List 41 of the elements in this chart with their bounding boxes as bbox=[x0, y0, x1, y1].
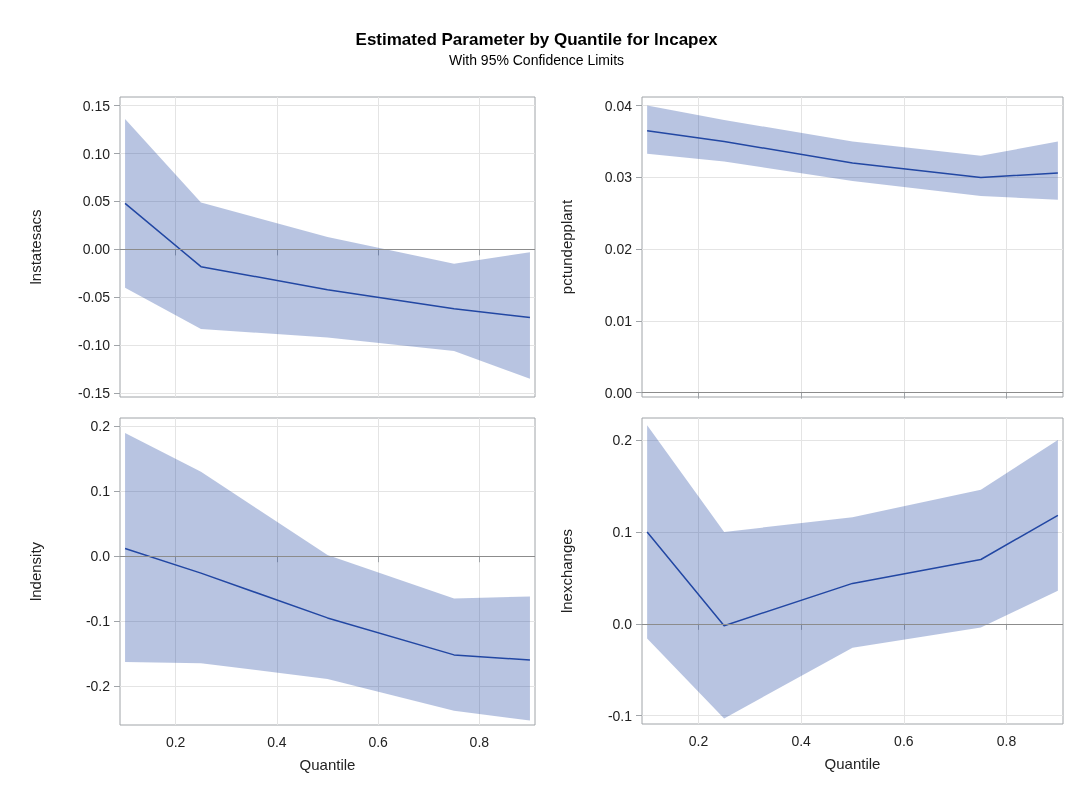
x-tick-label: 0.2 bbox=[165, 734, 186, 750]
y-tick-label: -0.15 bbox=[78, 385, 111, 402]
y-tick-label: -0.2 bbox=[85, 678, 111, 695]
y-axis-title: pctundepplant bbox=[558, 199, 575, 295]
y-axis-title: lnstatesacs bbox=[27, 209, 44, 285]
chart-subtitle: With 95% Confidence Limits bbox=[447, 52, 626, 68]
line-series bbox=[646, 129, 1059, 179]
y-tick-label: 0.2 bbox=[612, 432, 633, 449]
line-series bbox=[646, 514, 1059, 627]
x-tick-label: 0.8 bbox=[469, 734, 490, 750]
y-tick-label: 0.05 bbox=[82, 193, 111, 210]
x-tick-label: 0.8 bbox=[996, 733, 1017, 749]
chart-title: Estimated Parameter by Quantile for lncapex bbox=[354, 30, 719, 50]
y-tick-label: 0.2 bbox=[90, 418, 111, 435]
y-tick-label: -0.1 bbox=[85, 613, 111, 630]
y-tick-label: -0.05 bbox=[78, 289, 111, 306]
y-axis-title: lndensity bbox=[27, 541, 44, 602]
y-tick-label: 0.1 bbox=[612, 523, 633, 540]
y-tick-label: -0.1 bbox=[607, 707, 633, 724]
x-axis-title: Quantile bbox=[824, 755, 881, 772]
y-tick-label: 0.04 bbox=[604, 97, 633, 114]
x-tick-label: 0.6 bbox=[368, 734, 389, 750]
y-tick-label: 0.02 bbox=[604, 241, 633, 258]
line-series bbox=[124, 202, 531, 319]
y-tick-label: 0.1 bbox=[90, 483, 111, 500]
y-axis-title: lnexchanges bbox=[558, 528, 575, 614]
y-tick-label: 0.00 bbox=[604, 384, 633, 401]
x-tick-label: 0.4 bbox=[791, 733, 812, 749]
y-tick-label: 0.0 bbox=[612, 615, 633, 632]
y-tick-label: -0.10 bbox=[78, 337, 111, 354]
x-tick-label: 0.4 bbox=[267, 734, 287, 750]
y-tick-label: 0.0 bbox=[90, 548, 111, 565]
x-tick-label: 0.6 bbox=[894, 733, 914, 749]
y-tick-label: 0.10 bbox=[82, 145, 111, 162]
line-series bbox=[124, 547, 531, 661]
y-tick-label: 0.00 bbox=[82, 241, 111, 258]
y-tick-label: 0.01 bbox=[604, 312, 633, 329]
x-tick-label: 0.2 bbox=[688, 733, 709, 749]
y-tick-label: 0.15 bbox=[82, 97, 111, 114]
y-tick-label: 0.03 bbox=[604, 169, 633, 186]
x-axis-title: Quantile bbox=[299, 756, 356, 773]
